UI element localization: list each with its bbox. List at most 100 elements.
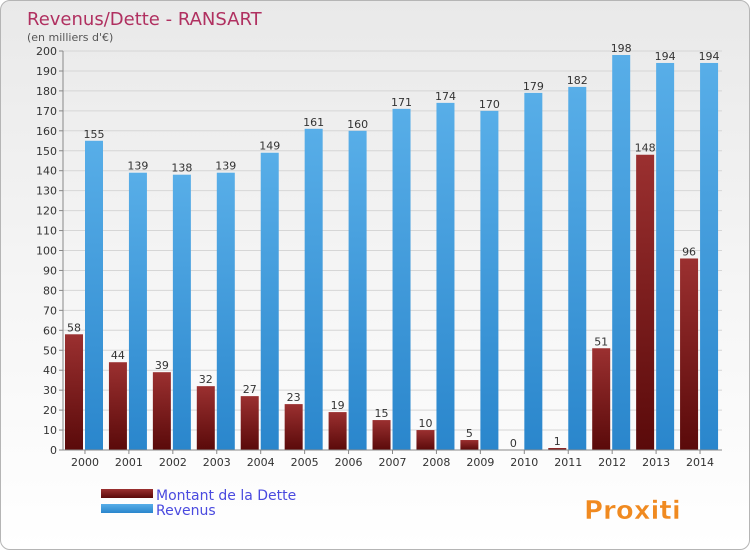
data-label: 139 bbox=[215, 160, 236, 173]
bar-revenus bbox=[612, 54, 631, 451]
data-label: 23 bbox=[287, 391, 301, 404]
proxiti-logo: Proxiti bbox=[584, 496, 681, 526]
data-label: 198 bbox=[611, 42, 632, 55]
y-tick-label: 200 bbox=[36, 45, 57, 58]
x-tick-label: 2012 bbox=[598, 456, 626, 469]
y-tick-label: 130 bbox=[36, 185, 57, 198]
y-tick-label: 10 bbox=[43, 424, 57, 437]
x-tick-label: 2009 bbox=[466, 456, 494, 469]
data-label: 15 bbox=[375, 407, 389, 420]
data-label: 148 bbox=[635, 142, 656, 155]
bar-revenus bbox=[568, 86, 587, 450]
grid bbox=[63, 50, 722, 451]
x-tick-label: 2004 bbox=[247, 456, 275, 469]
data-label: 155 bbox=[84, 128, 105, 141]
x-tick-label: 2013 bbox=[642, 456, 670, 469]
data-label: 138 bbox=[171, 162, 192, 175]
y-tick-label: 20 bbox=[43, 404, 57, 417]
data-label: 51 bbox=[594, 335, 608, 348]
x-tick-label: 2000 bbox=[71, 456, 99, 469]
bar-debt bbox=[548, 448, 567, 450]
x-tick-label: 2002 bbox=[159, 456, 187, 469]
x-tick-label: 2007 bbox=[379, 456, 407, 469]
x-tick-label: 2014 bbox=[686, 456, 714, 469]
data-label: 5 bbox=[466, 427, 473, 440]
bar-revenus bbox=[392, 108, 411, 450]
x-tick-label: 2006 bbox=[335, 456, 363, 469]
y-tick-label: 160 bbox=[36, 125, 57, 138]
y-tick-label: 50 bbox=[43, 344, 57, 357]
data-label: 174 bbox=[435, 90, 456, 103]
value-labels: 5815544139391383213927149231611916015171… bbox=[67, 42, 720, 450]
data-label: 96 bbox=[682, 245, 696, 258]
bar-debt bbox=[372, 420, 391, 450]
y-tick-label: 30 bbox=[43, 384, 57, 397]
data-label: 44 bbox=[111, 349, 125, 362]
data-label: 58 bbox=[67, 321, 81, 334]
axis-ticks: 0102030405060708090100110120130140150160… bbox=[36, 45, 722, 469]
y-tick-label: 190 bbox=[36, 65, 57, 78]
bar-debt bbox=[196, 386, 215, 450]
legend-swatch-debt bbox=[101, 489, 153, 498]
data-label: 39 bbox=[155, 359, 169, 372]
bar-debt bbox=[65, 334, 83, 450]
bar-revenus bbox=[172, 174, 191, 450]
bar-debt bbox=[592, 348, 611, 450]
y-tick-label: 80 bbox=[43, 284, 57, 297]
y-tick-label: 140 bbox=[36, 165, 57, 178]
bar-debt bbox=[240, 396, 259, 450]
y-tick-label: 110 bbox=[36, 225, 57, 238]
chart-subtitle: (en milliers d'€) bbox=[27, 31, 113, 44]
bar-revenus bbox=[260, 152, 279, 450]
bars bbox=[65, 54, 719, 451]
legend-label-revenus: Revenus bbox=[156, 503, 216, 519]
data-label: 1 bbox=[554, 435, 561, 448]
data-label: 179 bbox=[523, 80, 544, 93]
bar-revenus bbox=[480, 110, 499, 450]
bar-debt bbox=[284, 404, 303, 450]
bar-revenus bbox=[656, 62, 675, 450]
x-tick-label: 2001 bbox=[115, 456, 143, 469]
bar-revenus bbox=[128, 172, 147, 450]
legend: Montant de la Dette Revenus bbox=[101, 488, 296, 519]
y-tick-label: 120 bbox=[36, 205, 57, 218]
bar-revenus bbox=[216, 172, 235, 450]
data-label: 19 bbox=[331, 399, 345, 412]
x-tick-label: 2011 bbox=[554, 456, 582, 469]
y-tick-label: 100 bbox=[36, 245, 57, 258]
data-label: 149 bbox=[259, 140, 280, 153]
legend-label-debt: Montant de la Dette bbox=[156, 488, 296, 504]
y-tick-label: 150 bbox=[36, 145, 57, 158]
data-label: 139 bbox=[127, 160, 148, 173]
bar-debt bbox=[680, 258, 699, 450]
data-label: 160 bbox=[347, 118, 368, 131]
bar-debt bbox=[416, 430, 435, 450]
data-label: 182 bbox=[567, 74, 588, 87]
y-tick-label: 40 bbox=[43, 364, 57, 377]
data-label: 194 bbox=[655, 50, 676, 63]
data-label: 171 bbox=[391, 96, 412, 109]
bar-revenus bbox=[85, 140, 103, 450]
bar-debt bbox=[152, 372, 171, 450]
bar-debt bbox=[636, 154, 655, 451]
data-label: 161 bbox=[303, 116, 324, 129]
y-tick-label: 180 bbox=[36, 85, 57, 98]
bar-debt bbox=[328, 412, 347, 450]
bar-revenus bbox=[700, 62, 719, 450]
bar-revenus bbox=[524, 92, 543, 451]
data-label: 194 bbox=[699, 50, 720, 63]
chart-title: Revenus/Dette - RANSART bbox=[27, 9, 263, 30]
legend-swatch-revenus bbox=[101, 504, 153, 513]
data-label: 10 bbox=[418, 417, 432, 430]
y-tick-label: 60 bbox=[43, 324, 57, 337]
bar-revenus bbox=[436, 102, 455, 451]
bar-debt bbox=[108, 362, 127, 450]
x-tick-label: 2008 bbox=[422, 456, 450, 469]
x-tick-label: 2003 bbox=[203, 456, 231, 469]
data-label: 0 bbox=[510, 437, 517, 450]
y-tick-label: 90 bbox=[43, 264, 57, 277]
x-tick-label: 2005 bbox=[291, 456, 319, 469]
bar-revenus bbox=[304, 128, 323, 450]
